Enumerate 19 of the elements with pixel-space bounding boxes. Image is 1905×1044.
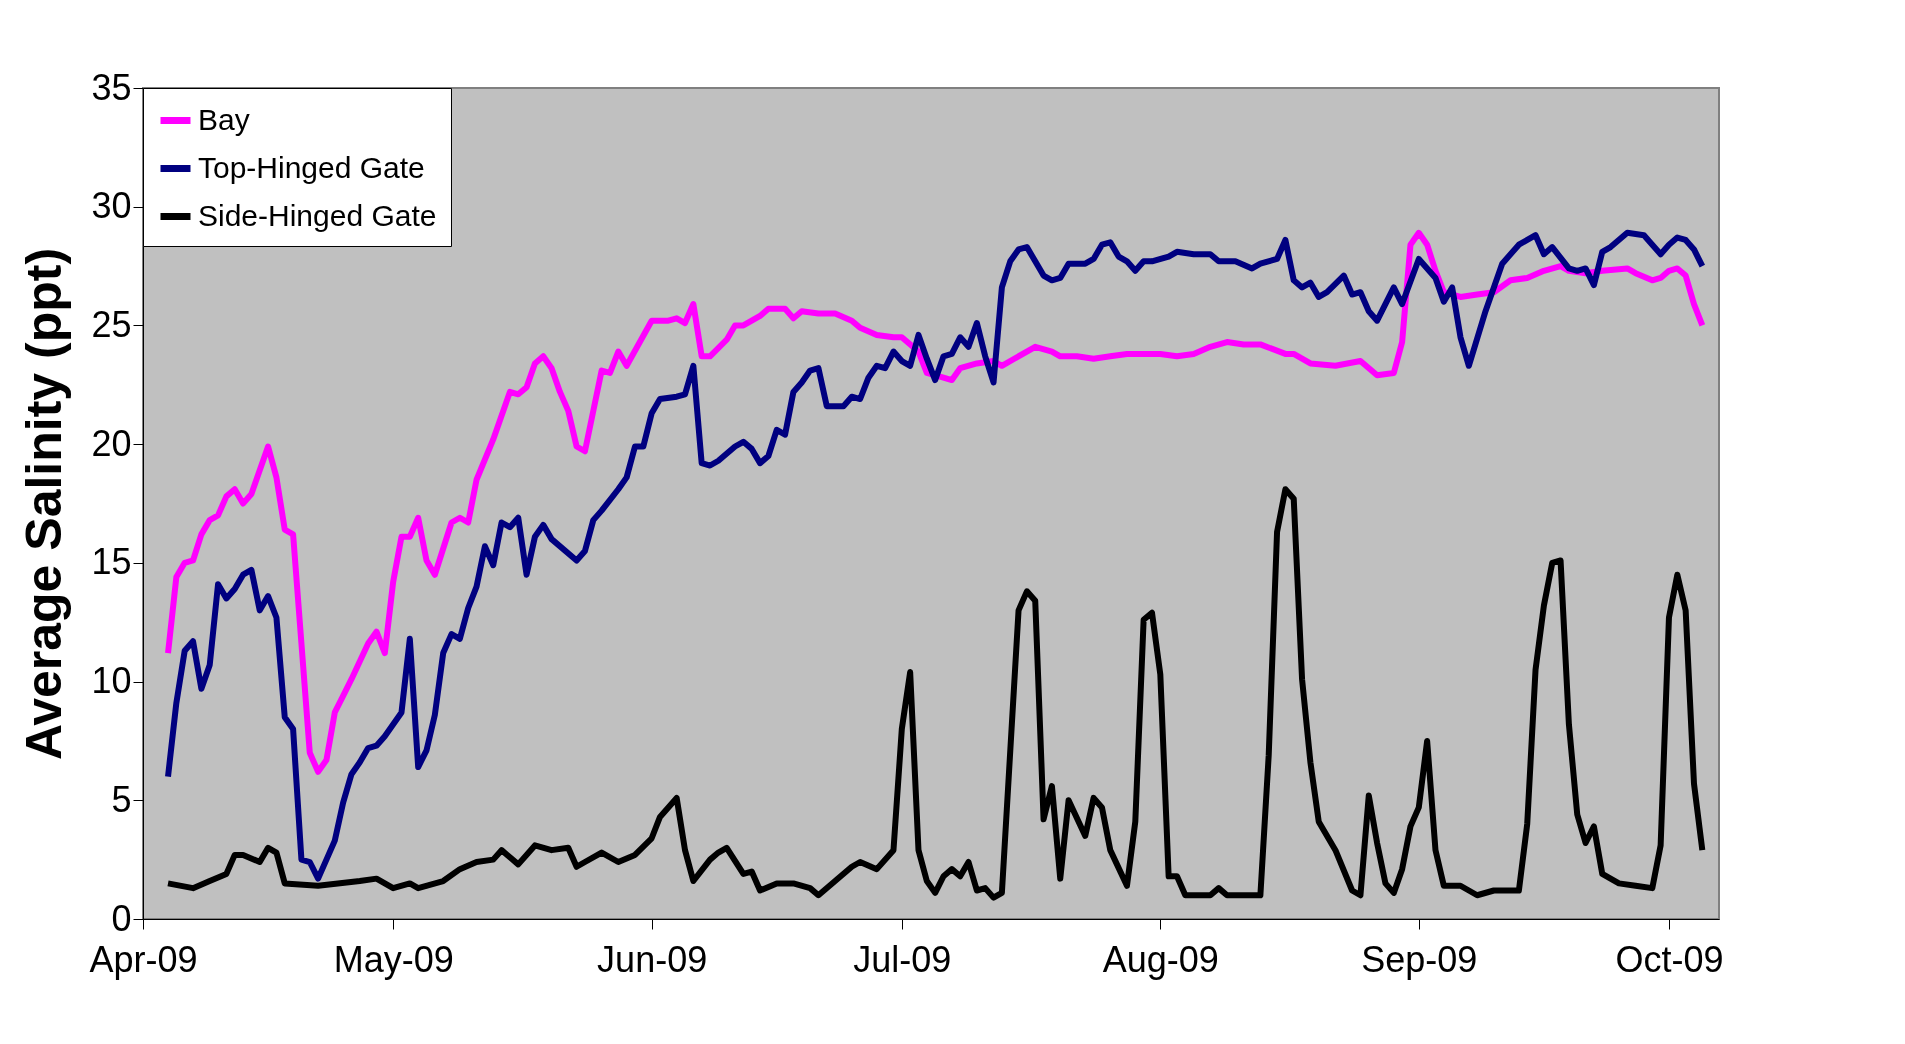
y-tick-label: 0	[111, 897, 132, 939]
y-tick-label: 20	[91, 422, 132, 464]
y-tick-label: 35	[91, 66, 132, 108]
x-tick-label: Aug-09	[1102, 938, 1219, 980]
x-tick-label: Jul-09	[853, 938, 952, 980]
y-axis-title: Average Salinity (ppt)	[16, 247, 73, 761]
legend-label: Bay	[198, 102, 250, 136]
y-tick-label: 25	[91, 303, 132, 345]
y-tick-label: 15	[91, 541, 132, 583]
x-tick-label: Jun-09	[597, 938, 708, 980]
x-tick-label: Apr-09	[89, 938, 198, 980]
y-tick-label: 5	[111, 778, 132, 820]
y-tick-label: 30	[91, 185, 132, 227]
x-tick-label: May-09	[333, 938, 454, 980]
legend-label: Top-Hinged Gate	[198, 150, 425, 184]
x-tick-label: Oct-09	[1615, 938, 1724, 980]
legend-label: Side-Hinged Gate	[198, 198, 437, 232]
x-tick-label: Sep-09	[1361, 938, 1478, 980]
y-tick-label: 10	[91, 660, 132, 702]
